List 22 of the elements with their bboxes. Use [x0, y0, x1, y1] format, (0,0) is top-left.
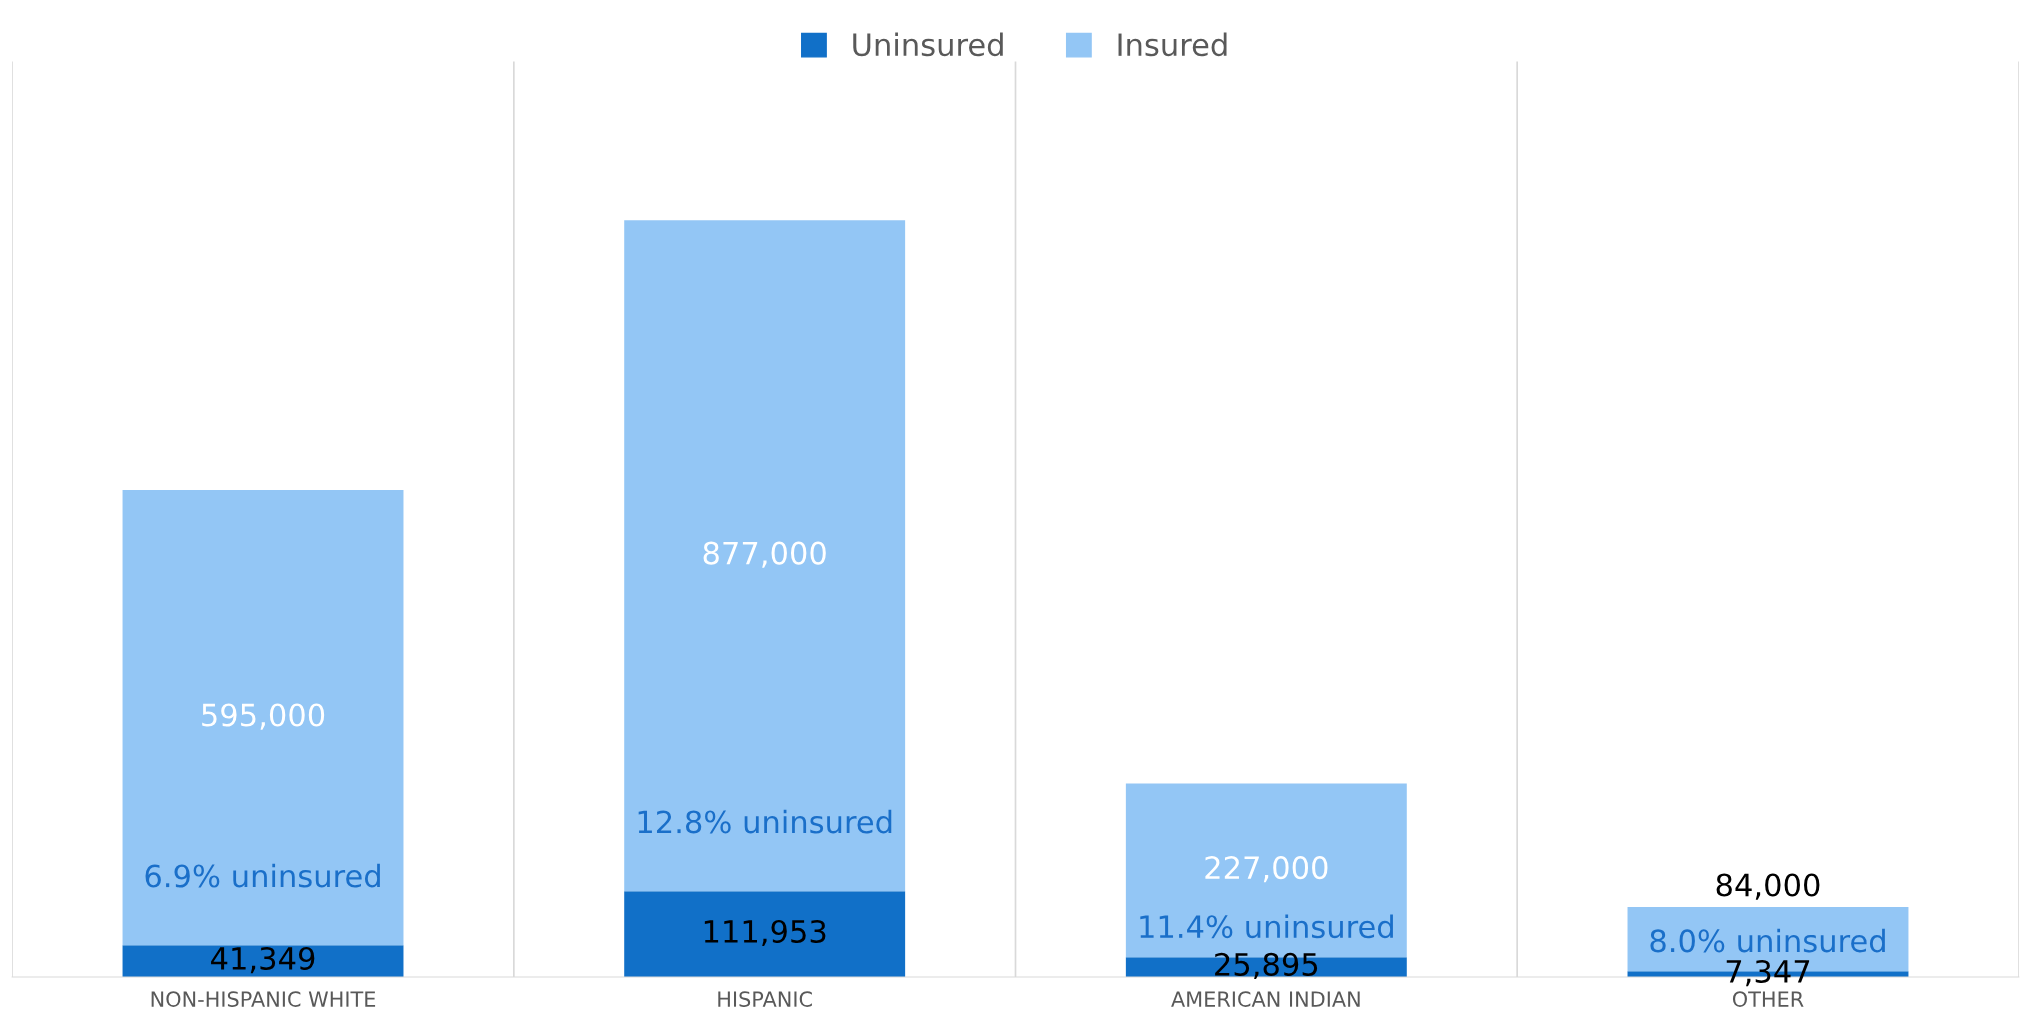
data-label: 595,000 [202, 703, 325, 730]
x-tick-label: NON-HISPANIC WHITE [151, 991, 376, 1007]
bar [122, 945, 404, 977]
bar [122, 490, 404, 946]
data-label: 25,895 [1215, 952, 1318, 980]
annotation: 8.0% uninsured [1650, 928, 1885, 953]
data-label: 227,000 [1205, 856, 1328, 883]
x-tick-label: AMERICAN INDIAN [1171, 991, 1360, 1007]
data-label: 7,347 [1726, 959, 1810, 987]
annotation: 11.4% uninsured [1140, 914, 1393, 939]
x-tick-label: OTHER [1732, 991, 1804, 1007]
annotation: 12.8% uninsured [638, 809, 892, 834]
bar [624, 220, 906, 892]
legend-label: Insured [1118, 32, 1227, 57]
data-label: 877,000 [703, 541, 826, 568]
bar [624, 891, 906, 977]
x-tick-label: HISPANIC [718, 991, 812, 1007]
legend-label: Uninsured [853, 32, 1003, 57]
data-label: 84,000 [1716, 873, 1820, 900]
data-label: 111,953 [704, 919, 826, 947]
annotation: 6.9% uninsured [145, 863, 380, 888]
data-label: 41,349 [211, 946, 315, 974]
